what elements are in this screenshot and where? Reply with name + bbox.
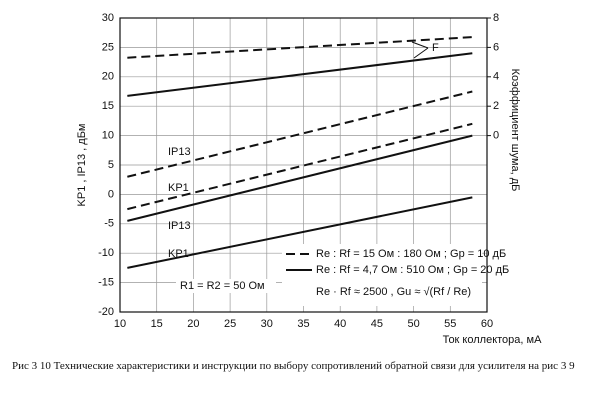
caption: Рис 3 10 Технические характеристики и ин… — [12, 360, 575, 372]
x-tick-label: 20 — [187, 318, 199, 330]
y-tick-label: 15 — [102, 100, 114, 112]
note-bg — [176, 279, 276, 293]
x-tick-label: 45 — [371, 318, 383, 330]
y2-tick-label: 6 — [493, 41, 499, 53]
line — [127, 52, 473, 97]
y2-tick-label: 4 — [493, 71, 499, 83]
y2-tick-label: 8 — [493, 12, 499, 24]
y-tick-label: -20 — [98, 306, 114, 318]
x-tick-label: 55 — [444, 318, 456, 330]
legend-label: Re : Rf = 15 Ом : 180 Ом ; Gp = 10 дБ — [316, 248, 506, 260]
x-tick-label: 35 — [297, 318, 309, 330]
line — [127, 196, 473, 269]
x-tick-label: 30 — [261, 318, 273, 330]
line-label: IP13 — [168, 220, 191, 232]
y-tick-label: 30 — [102, 12, 114, 24]
y-tick-label: 0 — [108, 188, 114, 200]
y-tick-label: -5 — [104, 218, 114, 230]
line-label: KP1 — [168, 248, 189, 260]
legend-box — [282, 244, 482, 306]
note: R1 = R2 = 50 Ом — [180, 280, 265, 292]
line — [127, 36, 473, 59]
line-label: KP1 — [168, 182, 189, 194]
x-tick-label: 10 — [114, 318, 126, 330]
annotation-arrow — [411, 41, 429, 59]
line — [127, 134, 473, 222]
line — [127, 122, 473, 211]
y-tick-label: -10 — [98, 247, 114, 259]
x-tick-label: 50 — [407, 318, 419, 330]
y-tick-label: 10 — [102, 130, 114, 142]
y-tick-label: 5 — [108, 159, 114, 171]
x-tick-label: 25 — [224, 318, 236, 330]
y-tick-label: 20 — [102, 71, 114, 83]
line-label: F — [432, 42, 439, 54]
plot-frame — [119, 17, 488, 313]
line-label: IP13 — [168, 146, 191, 158]
x-axis-label: Ток коллектора, мА — [443, 334, 542, 346]
y-axis-label: KP1 , IP13 , дБм — [76, 124, 88, 207]
y2-tick-label: 0 — [493, 130, 499, 142]
y-tick-label: -15 — [98, 277, 114, 289]
line — [127, 90, 473, 178]
legend-label: Re : Rf = 4,7 Ом : 510 Ом ; Gp = 20 дБ — [316, 264, 509, 276]
x-tick-label: 15 — [151, 318, 163, 330]
y2-axis-label: Коэффициент шума, дБ — [509, 69, 521, 192]
note: Re · Rf ≈ 2500 , Gu ≈ √(Rf / Re) — [316, 286, 471, 298]
x-tick-label: 40 — [334, 318, 346, 330]
y-tick-label: 25 — [102, 41, 114, 53]
x-tick-label: 60 — [481, 318, 493, 330]
y2-tick-label: 2 — [493, 100, 499, 112]
